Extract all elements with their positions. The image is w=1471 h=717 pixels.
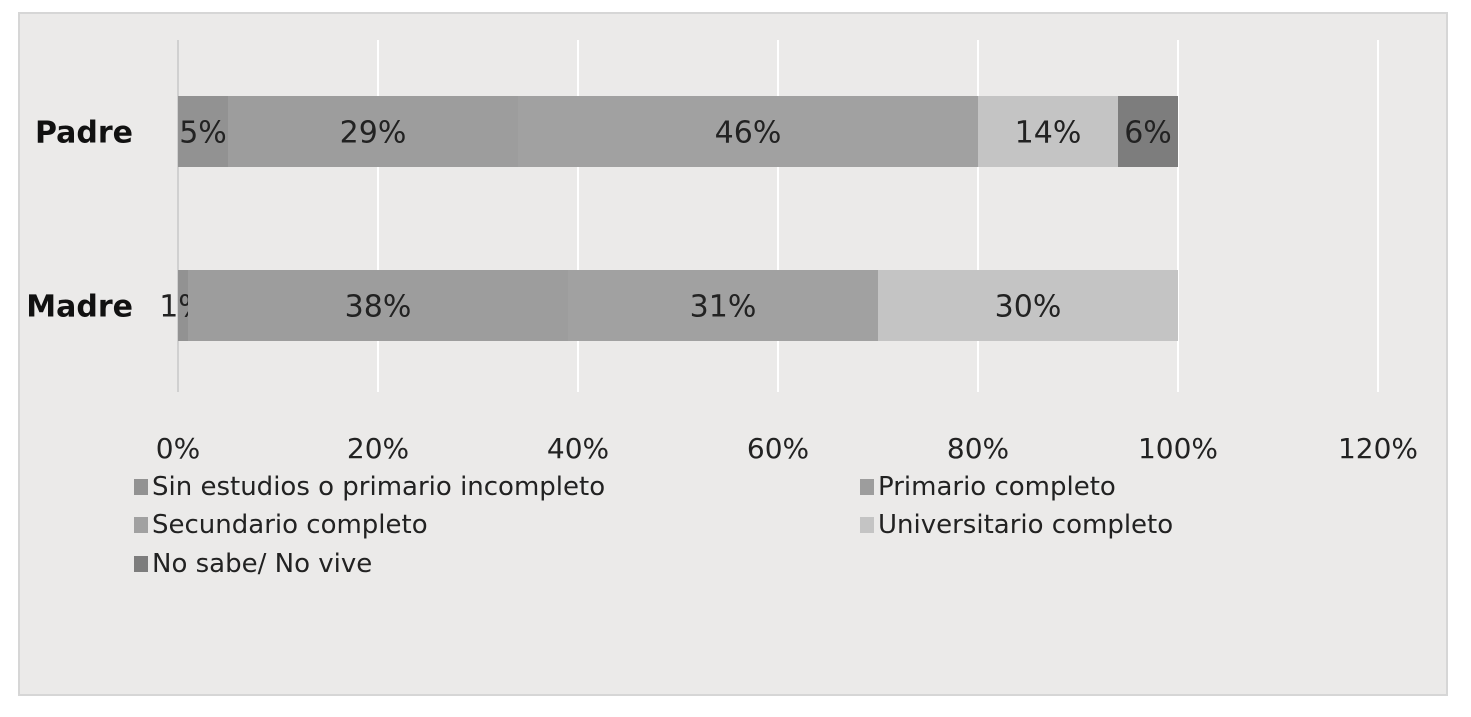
data-label: 14% [1015,116,1082,151]
legend-swatch [134,479,148,495]
legend-label: Universitario completo [878,510,1174,540]
legend-item-primario: Primario completo [860,472,1116,502]
x-tick-label: 40% [547,432,609,465]
bar-segment [878,270,1178,341]
x-tick-label: 120% [1338,432,1418,465]
bar-segment [978,96,1118,167]
data-label: 30% [995,290,1062,325]
legend-swatch [860,479,874,495]
bar-segment [518,96,978,167]
legend-label: Sin estudios o primario incompleto [152,472,606,502]
bar-segment [568,270,878,341]
x-tick-label: 20% [347,432,409,465]
bar-segment [188,270,568,341]
legend-swatch [860,517,874,533]
data-label: 31% [690,290,757,325]
legend-item-sin-estudios: Sin estudios o primario incompleto [134,472,605,502]
bar-segment [228,96,518,167]
data-label: 46% [715,116,782,151]
x-tick-label: 60% [747,432,809,465]
legend-swatch [134,556,148,572]
x-tick-label: 100% [1138,432,1218,465]
x-tick-label: 80% [947,432,1009,465]
data-label: 5% [179,116,227,151]
data-label: 29% [340,116,407,151]
bar-segment [178,96,228,167]
bar-segment [178,270,188,341]
legend-label: No sabe/ No vive [152,549,373,579]
data-label: 6% [1124,116,1172,151]
category-label-padre: Padre [35,116,133,151]
legend-label: Primario completo [878,472,1116,502]
legend-item-no-sabe: No sabe/ No vive [134,549,372,579]
legend-item-universitario: Universitario completo [860,510,1173,540]
bar-segment [1118,96,1178,167]
x-tick-label: 0% [156,432,200,465]
legend-label: Secundario completo [152,510,428,540]
data-label: 38% [345,290,412,325]
legend-swatch [134,517,148,533]
category-label-madre: Madre [26,290,133,325]
legend-item-secundario: Secundario completo [134,510,428,540]
